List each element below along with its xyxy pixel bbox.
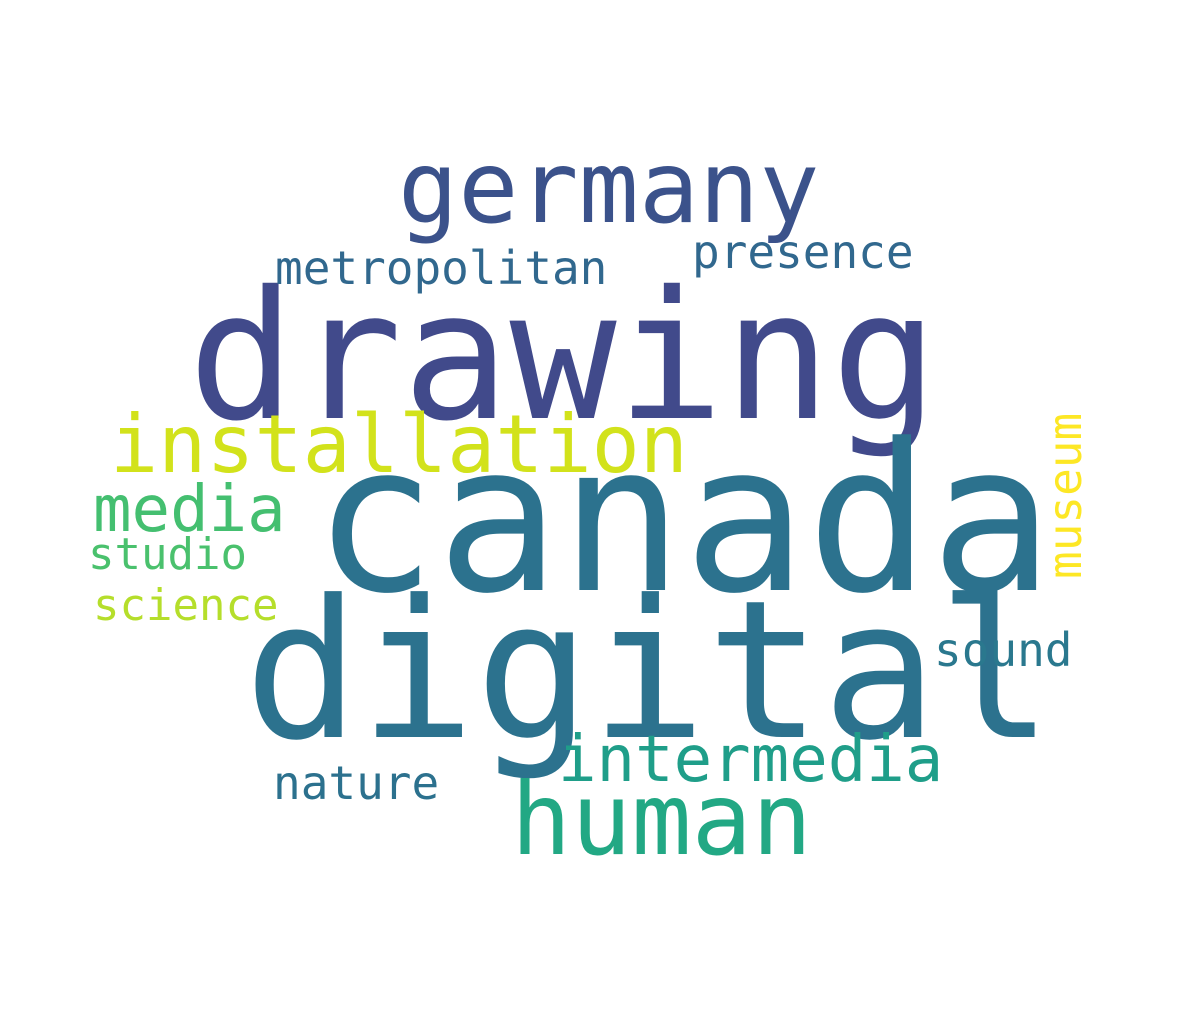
word-science: science	[93, 580, 279, 631]
word-metropolitan: metropolitan	[275, 241, 608, 295]
word-germany: germany	[398, 129, 820, 246]
word-canada: canada	[313, 401, 1054, 639]
word-drawing: drawing	[188, 253, 939, 460]
word-nature: nature	[273, 756, 440, 810]
word-studio: studio	[88, 529, 247, 580]
word-presence: presence	[692, 225, 914, 279]
word-digital: digital	[244, 560, 1054, 783]
word-installation: installation	[110, 398, 688, 491]
word-sound: sound	[934, 623, 1073, 677]
word-museum: museum	[1038, 412, 1092, 579]
word-media: media	[93, 473, 286, 547]
word-intermedia: intermedia	[558, 723, 944, 797]
word-human: human	[511, 761, 813, 878]
